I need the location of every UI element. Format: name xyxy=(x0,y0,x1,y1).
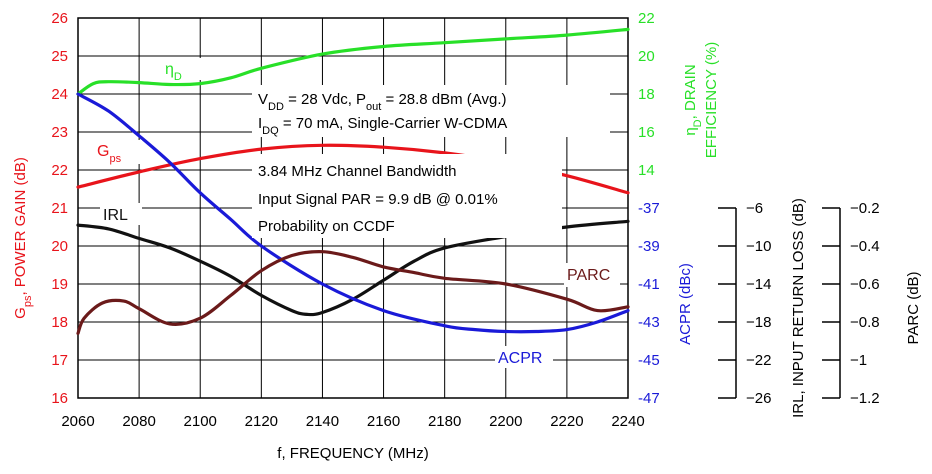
series-line-acpr xyxy=(76,92,630,334)
gain-tick-label: 22 xyxy=(51,162,68,179)
series-label-irl: IRL xyxy=(103,207,128,224)
label-background xyxy=(495,346,553,368)
irl-tick-label: −10 xyxy=(746,238,771,255)
x-axis-title: f, FREQUENCY (MHz) xyxy=(277,445,428,462)
x-tick-label: 2180 xyxy=(428,413,461,430)
acpr-tick-label: -41 xyxy=(638,276,660,293)
irl-tick-label: −18 xyxy=(746,314,771,331)
x-tick-label: 2120 xyxy=(245,413,278,430)
irl-tick-label: −22 xyxy=(746,352,771,369)
condition-line: VDD = 28 Vdc, Pout = 28.8 dBm (Avg.) xyxy=(258,91,507,113)
condition-line: Input Signal PAR = 9.9 dB @ 0.01% xyxy=(258,191,498,208)
label-background xyxy=(252,85,610,137)
parc-tick-label: −0.4 xyxy=(850,238,880,255)
irl-tick-label: −6 xyxy=(746,200,763,217)
x-tick-label: 2200 xyxy=(489,413,522,430)
efficiency-tick-label: 16 xyxy=(638,124,655,141)
axis-layer: 2060 2080 2100 2120 2140 2160 2180 2200 2220 2240… xyxy=(12,10,922,462)
acpr-tick-label: -45 xyxy=(638,352,660,369)
x-tick-label: 2140 xyxy=(306,413,339,430)
efficiency-tick-label: 14 xyxy=(638,162,655,179)
x-tick-label: 2160 xyxy=(367,413,400,430)
series-line-parc xyxy=(76,250,630,335)
acpr-tick-label: -43 xyxy=(638,314,660,331)
gain-tick-label: 17 xyxy=(51,352,68,369)
acpr-tick-label: -39 xyxy=(638,238,660,255)
acpr-tick-label: -47 xyxy=(638,390,660,407)
series-line-ηd xyxy=(76,27,630,96)
x-tick-label: 2060 xyxy=(61,413,94,430)
series-line-irl xyxy=(76,219,630,317)
series-label-parc: PARC xyxy=(567,267,610,284)
gain-tick-label: 18 xyxy=(51,314,68,331)
condition-line: Probability on CCDF xyxy=(258,218,395,235)
parc-tick-label: −0.8 xyxy=(850,314,880,331)
gain-tick-label: 24 xyxy=(51,86,68,103)
parc-axis-title: PARC (dB) xyxy=(905,271,922,344)
label-background xyxy=(100,203,142,225)
gain-tick-label: 23 xyxy=(51,124,68,141)
series-label-efficiency: ηD xyxy=(165,61,182,83)
acpr-tick-label: -37 xyxy=(638,200,660,217)
efficiency-axis-title-line2: EFFICIENCY (%) xyxy=(703,42,720,158)
irl-tick-label: −14 xyxy=(746,276,771,293)
gain-tick-label: 20 xyxy=(51,238,68,255)
series-label-acpr: ACPR xyxy=(498,350,542,367)
parc-tick-label: −1.2 xyxy=(850,390,880,407)
x-tick-label: 2100 xyxy=(184,413,217,430)
gain-tick-label: 16 xyxy=(51,390,68,407)
condition-line: IDQ = 70 mA, Single-Carrier W-CDMA xyxy=(258,115,507,137)
label-background xyxy=(94,140,142,164)
annotation-layer: ηD Gps IRL PARC ACPR VDD = 28 Vdc, Pout = 28.… xyxy=(94,58,620,368)
efficiency-axis-title: ηD, DRAIN xyxy=(682,64,704,135)
x-tick-label: 2220 xyxy=(550,413,583,430)
gain-tick-label: 26 xyxy=(51,10,68,27)
gain-axis-title: Gps, POWER GAIN (dB) xyxy=(12,157,34,319)
x-tick-label: 2240 xyxy=(611,413,644,430)
x-tick-label: 2080 xyxy=(122,413,155,430)
parc-tick-label: −1 xyxy=(850,352,867,369)
gain-tick-label: 21 xyxy=(51,200,68,217)
parc-tick-label: −0.2 xyxy=(850,200,880,217)
gain-tick-label: 25 xyxy=(51,48,68,65)
acpr-axis-title: ACPR (dBc) xyxy=(677,263,694,345)
plot-frame xyxy=(77,17,629,399)
parc-tick-label: −0.6 xyxy=(850,276,880,293)
efficiency-tick-label: 18 xyxy=(638,86,655,103)
efficiency-tick-label: 22 xyxy=(638,10,655,27)
label-background xyxy=(162,58,202,80)
label-background xyxy=(252,154,562,238)
irl-axis-title: IRL, INPUT RETURN LOSS (dB) xyxy=(790,198,807,418)
series-label-gain: Gps xyxy=(97,143,122,165)
irl-tick-label: −26 xyxy=(746,390,771,407)
label-background xyxy=(564,263,620,287)
gain-tick-label: 19 xyxy=(51,276,68,293)
condition-line: 3.84 MHz Channel Bandwidth xyxy=(258,163,456,180)
efficiency-tick-label: 20 xyxy=(638,48,655,65)
